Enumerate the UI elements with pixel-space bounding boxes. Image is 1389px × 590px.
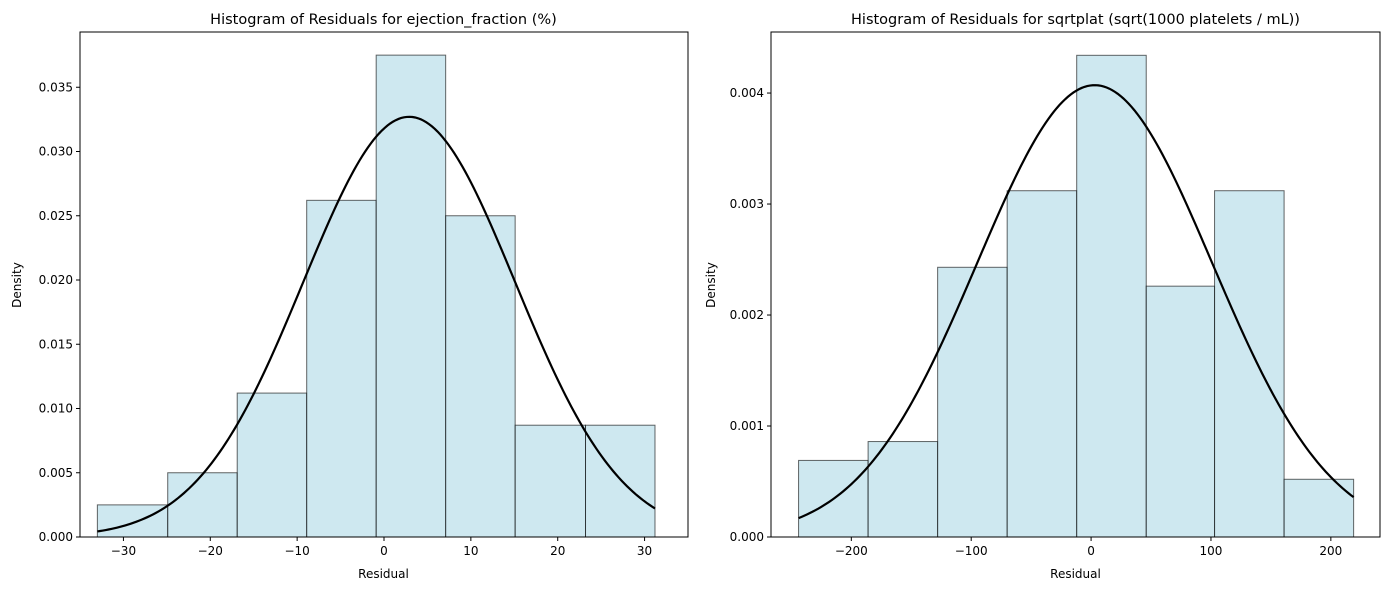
histogram-bar <box>236 392 308 538</box>
histogram-bar <box>1076 54 1147 538</box>
axes-frame <box>770 31 1381 538</box>
x-tick-label: −200 <box>835 544 868 558</box>
chart-title: Histogram of Residuals for sqrtplat (sqr… <box>851 12 1300 28</box>
y-tick-label: 0.035 <box>39 80 73 94</box>
y-tick-label: 0.000 <box>730 530 764 544</box>
histogram-bar <box>1006 190 1078 538</box>
y-tick-label: 0.015 <box>39 337 73 351</box>
x-tick-label: 100 <box>1200 544 1223 558</box>
y-tick-label: 0.001 <box>730 419 764 433</box>
y-tick-label: 0.020 <box>39 273 73 287</box>
panel-sqrtplat: Histogram of Residuals for sqrtplat (sqr… <box>704 12 1381 581</box>
x-axis-label: Residual <box>358 567 409 581</box>
y-tick-label: 0.030 <box>39 145 73 159</box>
x-tick-label: 10 <box>463 544 478 558</box>
y-tick-label: 0.000 <box>39 530 73 544</box>
x-axis-label: Residual <box>1050 567 1101 581</box>
chart-title: Histogram of Residuals for ejection_frac… <box>210 12 557 28</box>
y-tick-label: 0.003 <box>730 197 764 211</box>
normal-density-curve <box>97 115 656 533</box>
x-tick-label: 30 <box>637 544 652 558</box>
histogram-bar <box>937 266 1008 538</box>
y-tick-label: 0.010 <box>39 402 73 416</box>
y-tick-label: 0.025 <box>39 209 73 223</box>
histogram-bar <box>445 215 516 538</box>
histogram-bar <box>1214 190 1285 538</box>
x-tick-label: 200 <box>1319 544 1342 558</box>
histogram-bar <box>167 472 238 538</box>
y-tick-label: 0.002 <box>730 308 764 322</box>
x-tick-label: 0 <box>380 544 388 558</box>
x-tick-label: 0 <box>1087 544 1095 558</box>
x-tick-label: −30 <box>111 544 136 558</box>
histogram-bar <box>96 504 169 538</box>
y-tick-label: 0.005 <box>39 466 73 480</box>
panel-ejection-fraction: Histogram of Residuals for ejection_frac… <box>10 12 689 581</box>
y-axis-label: Density <box>704 262 718 308</box>
histogram-bar <box>1145 285 1216 538</box>
plot-area: −30 −20 −10 0 10 20 30 0.000 0.005 0.010 0.015 0.02… <box>39 31 689 558</box>
x-tick-label: −100 <box>955 544 988 558</box>
histogram-bar <box>514 424 587 538</box>
y-tick-label: 0.004 <box>730 86 764 100</box>
histogram-bar <box>867 441 939 538</box>
plot-area: −200 −100 0 100 200 0.000 0.001 0.002 0.003 0.004 <box>730 31 1381 558</box>
x-tick-label: 20 <box>550 544 565 558</box>
histogram-bar <box>1283 478 1355 538</box>
normal-density-curve <box>798 84 1355 520</box>
histogram-bar <box>585 424 656 538</box>
y-axis-label: Density <box>10 262 24 308</box>
x-tick-label: −10 <box>284 544 309 558</box>
x-tick-label: −20 <box>198 544 223 558</box>
